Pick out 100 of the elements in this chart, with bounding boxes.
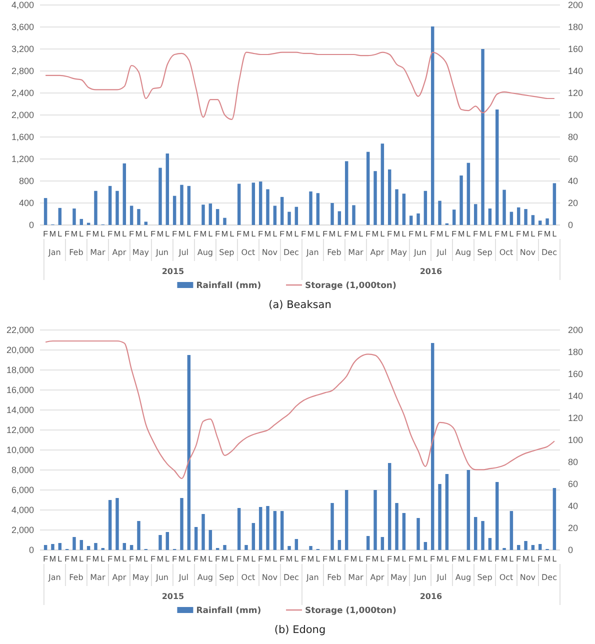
- text: (b) Edong: [274, 624, 326, 636]
- x-tick-label: M: [221, 554, 228, 564]
- x-tick-label: F: [344, 230, 350, 239]
- bar: [158, 535, 162, 550]
- x-tick-label: L: [402, 230, 407, 239]
- x-tick-label: F: [258, 554, 264, 564]
- x-tick-label: F: [301, 230, 306, 239]
- bar: [338, 211, 342, 225]
- legend-label: Rainfall (mm): [196, 281, 262, 291]
- bar: [538, 220, 542, 225]
- x-tick-label: F: [387, 230, 392, 239]
- x-tick-label: M: [328, 554, 336, 564]
- bar: [223, 545, 226, 550]
- x-tick-label: L: [552, 554, 558, 564]
- bar: [58, 208, 62, 225]
- x-tick-label: L: [230, 554, 235, 564]
- y-tick-label: 4,000: [11, 504, 34, 515]
- bar: [108, 500, 112, 550]
- bar: [430, 26, 434, 225]
- x-tick-label: F: [172, 230, 178, 239]
- bar: [288, 546, 291, 550]
- bar: [309, 546, 312, 550]
- x-tick-label: M: [414, 554, 422, 564]
- x-tick-label: M: [414, 230, 422, 239]
- x-tick-label: M: [393, 230, 400, 239]
- x-tick-label: F: [494, 230, 500, 239]
- text: Mar: [348, 573, 364, 582]
- bar: [330, 503, 334, 550]
- x-tick-label: M: [436, 554, 444, 564]
- text: 2015: [162, 267, 185, 276]
- x-tick-label: F: [280, 230, 285, 239]
- text: Jan: [48, 573, 61, 582]
- x-tick-label: M: [500, 230, 508, 239]
- x-tick-label: M: [92, 230, 100, 239]
- bar: [237, 184, 241, 225]
- x-tick-label: M: [458, 230, 465, 239]
- bar: [380, 537, 384, 550]
- text: Jul: [178, 248, 189, 257]
- y-tick-label: 14,000: [6, 404, 34, 415]
- bar: [474, 204, 478, 225]
- bar: [180, 184, 184, 225]
- bar: [481, 49, 484, 225]
- y-tick-label: 0: [28, 544, 34, 555]
- bar: [374, 490, 377, 550]
- x-tick-label: L: [402, 554, 407, 564]
- x-tick-label: L: [58, 554, 63, 564]
- text: Jun: [412, 248, 426, 257]
- x-tick-label: F: [215, 554, 220, 564]
- y2-tick-label: 0: [568, 220, 574, 230]
- bar: [388, 463, 392, 550]
- y-tick-label: 1,200: [11, 154, 34, 164]
- x-tick-label: M: [286, 554, 293, 564]
- x-tick-label: M: [70, 230, 78, 239]
- text: Sep: [219, 248, 234, 257]
- x-tick-label: L: [466, 230, 472, 239]
- x-tick-label: M: [200, 554, 207, 564]
- x-tick-label: L: [79, 554, 84, 564]
- text: Feb: [69, 248, 84, 257]
- bar: [116, 190, 119, 225]
- x-tick-label: F: [129, 554, 134, 564]
- bar: [280, 511, 284, 550]
- bar: [538, 544, 542, 550]
- x-tick-label: M: [156, 230, 164, 239]
- bar: [445, 474, 449, 550]
- y2-tick-label: 180: [568, 22, 584, 32]
- bar: [130, 545, 134, 550]
- x-tick-label: F: [108, 554, 113, 564]
- x-tick-label: L: [100, 554, 106, 564]
- text: Aug: [455, 248, 472, 257]
- bar: [366, 152, 370, 225]
- bar: [531, 215, 535, 225]
- x-tick-label: M: [114, 554, 121, 564]
- bar: [552, 488, 556, 550]
- bar: [252, 523, 256, 550]
- y-tick-label: 3,200: [11, 44, 34, 54]
- bar: [94, 190, 98, 225]
- bar: [502, 190, 506, 225]
- x-tick-label: F: [516, 554, 522, 564]
- x-tick-label: L: [488, 230, 493, 239]
- bar: [223, 218, 226, 225]
- text: Sep: [477, 248, 492, 257]
- x-tick-label: F: [236, 230, 242, 239]
- x-tick-label: L: [466, 554, 472, 564]
- text: Sep: [477, 573, 492, 582]
- x-tick-label: L: [251, 554, 256, 564]
- bar: [202, 514, 205, 550]
- y-tick-label: 18,000: [6, 364, 34, 375]
- text: Feb: [69, 573, 84, 582]
- bar: [187, 355, 191, 550]
- x-tick-label: L: [380, 230, 386, 239]
- x-tick-label: L: [208, 230, 214, 239]
- bar: [202, 204, 205, 225]
- x-tick-label: L: [358, 230, 364, 239]
- bar: [144, 222, 148, 225]
- y-tick-label: 0: [28, 220, 34, 230]
- text: May: [132, 248, 150, 257]
- y2-tick-label: 60: [568, 154, 578, 164]
- text: Jan: [306, 248, 319, 257]
- text: Mar: [90, 248, 106, 257]
- bar: [466, 162, 470, 225]
